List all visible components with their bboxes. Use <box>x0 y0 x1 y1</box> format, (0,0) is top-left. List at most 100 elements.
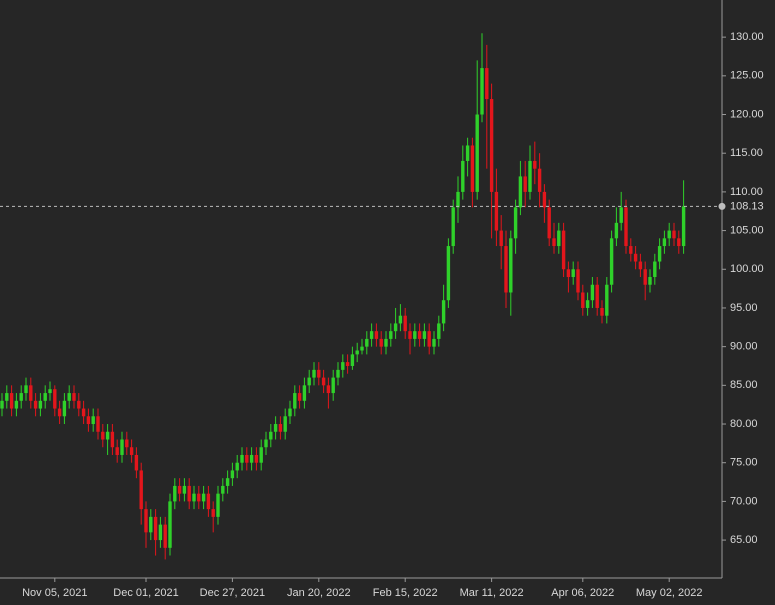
candle-body <box>489 99 494 192</box>
candle-body <box>533 160 537 169</box>
candle-body <box>345 362 350 366</box>
candle-body <box>398 315 403 324</box>
candle-body <box>115 447 119 455</box>
candle-body <box>221 485 225 494</box>
candle-body <box>547 207 551 239</box>
candle-body <box>600 307 604 316</box>
candle-body <box>53 389 57 409</box>
candle-body <box>182 485 187 494</box>
candle-body <box>638 261 643 270</box>
candle-body <box>648 277 652 285</box>
candle-body <box>225 478 230 486</box>
candle-body <box>369 331 374 339</box>
candle-body <box>264 439 268 448</box>
candle-body <box>278 424 283 432</box>
candle-body <box>504 246 508 293</box>
candle-body <box>403 315 407 332</box>
candle-body <box>77 400 81 409</box>
candle-body <box>465 145 470 161</box>
candle-body <box>158 524 163 541</box>
candle-body <box>197 493 201 502</box>
candle-body <box>168 501 172 548</box>
y-tick-label: 100.00 <box>730 263 764 275</box>
candle-body <box>317 369 321 378</box>
y-tick-label: 110.00 <box>730 186 763 198</box>
candle-body <box>19 393 23 401</box>
x-tick-label: Feb 15, 2022 <box>373 587 438 599</box>
candle-body <box>475 114 479 192</box>
candle-body <box>57 408 62 417</box>
candle-body <box>187 485 191 502</box>
candle-body <box>9 393 14 409</box>
candle-body <box>581 292 585 308</box>
candle-body <box>576 269 580 293</box>
candle-body <box>374 331 379 339</box>
candle-body <box>451 207 455 247</box>
candle-body <box>590 284 595 301</box>
candle-body <box>331 377 335 394</box>
candle-body <box>101 431 105 440</box>
candle-body <box>173 485 177 502</box>
candle-body <box>235 462 239 471</box>
candle-body <box>259 447 263 463</box>
candle-body <box>269 431 273 440</box>
candle-body <box>192 493 196 502</box>
x-tick-label: Mar 11, 2022 <box>460 587 524 599</box>
last-price-dot <box>718 202 726 210</box>
candle-body <box>211 509 215 517</box>
y-tick-label: 95.00 <box>730 302 758 314</box>
x-tick-label: Nov 05, 2021 <box>22 587 87 599</box>
candle-body <box>441 300 446 324</box>
candle-body <box>619 207 623 223</box>
candle-body <box>105 431 110 440</box>
candle-body <box>480 68 484 115</box>
candle-body <box>297 393 302 401</box>
candle-body <box>312 369 316 378</box>
candle-body <box>245 454 249 463</box>
candle-body <box>86 416 91 425</box>
candle-body <box>609 238 614 285</box>
candle-body <box>384 338 388 347</box>
candle-body <box>288 408 292 417</box>
candle-body <box>355 350 359 355</box>
candle-body <box>216 493 220 517</box>
candle-body <box>379 338 383 347</box>
candle-body <box>125 439 129 448</box>
candle-body <box>537 168 542 192</box>
candle-body <box>633 253 638 262</box>
candle-body <box>653 261 657 278</box>
candle-body <box>629 246 633 254</box>
candle-body <box>302 385 307 401</box>
candle-body <box>283 416 287 432</box>
candle-body <box>561 230 566 270</box>
candle-body <box>499 230 503 247</box>
candle-body <box>0 400 4 409</box>
candle-body <box>350 354 355 366</box>
candle-body <box>509 238 513 293</box>
candle-body <box>513 207 518 239</box>
candle-body <box>254 454 259 463</box>
y-tick-label: 80.00 <box>730 418 758 430</box>
candle-body <box>408 331 412 339</box>
candle-body <box>446 246 451 301</box>
candle-body <box>321 377 326 386</box>
x-tick-label: Apr 06, 2022 <box>551 587 614 599</box>
candle-body <box>528 160 532 192</box>
y-tick-label: 105.00 <box>730 224 764 236</box>
candle-body <box>614 222 619 239</box>
candle-body <box>48 389 52 394</box>
candle-body <box>657 246 662 262</box>
candle-body <box>336 369 340 378</box>
candle-body <box>307 377 311 386</box>
candle-body <box>456 191 460 208</box>
candle-body <box>326 385 331 394</box>
candle-body <box>120 439 124 455</box>
candle-body <box>81 408 86 417</box>
x-tick-label: Dec 01, 2021 <box>113 587 178 599</box>
candle-body <box>293 393 297 409</box>
candle-body <box>201 493 206 502</box>
candle-body <box>96 416 100 432</box>
candle-body <box>667 230 671 239</box>
y-tick-label: 120.00 <box>730 108 764 120</box>
